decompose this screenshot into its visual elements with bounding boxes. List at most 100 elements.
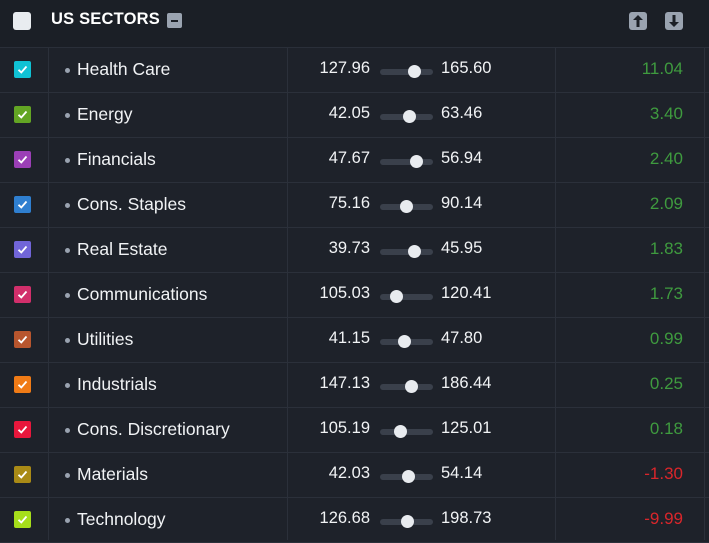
sector-row[interactable]: Cons. Staples 75.16 90.14 2.09 (0, 183, 709, 228)
range-knob (409, 155, 423, 168)
sector-name: Cons. Staples (77, 194, 186, 214)
sector-checkbox[interactable] (14, 466, 31, 483)
range-low: 39.73 (328, 239, 370, 257)
sector-checkbox[interactable] (14, 511, 31, 528)
check-icon (17, 380, 28, 389)
column-divider (287, 48, 288, 540)
sector-list: Health Care 127.96 165.60 11.04 Energy 4… (0, 48, 709, 543)
range-slider (380, 155, 433, 168)
range-low: 41.15 (328, 329, 370, 347)
sector-checkbox[interactable] (14, 286, 31, 303)
sector-name: Cons. Discretionary (77, 419, 230, 439)
sort-ascending-button[interactable] (629, 12, 647, 30)
arrow-down-icon (669, 15, 679, 27)
sector-checkbox[interactable] (14, 61, 31, 78)
bullet-icon (65, 113, 70, 118)
bullet-icon (65, 203, 70, 208)
sector-name: Health Care (77, 59, 171, 79)
sector-row[interactable]: Materials 42.03 54.14 -1.30 (0, 453, 709, 498)
change-value: 2.09 (649, 194, 683, 213)
sector-name: Industrials (77, 374, 157, 394)
check-icon (17, 515, 28, 524)
range-knob (404, 380, 418, 393)
change-value: 1.83 (649, 239, 683, 258)
check-icon (17, 110, 28, 119)
range-knob (401, 470, 415, 483)
sector-name: Financials (77, 149, 156, 169)
sector-row[interactable]: Energy 42.05 63.46 3.40 (0, 93, 709, 138)
sector-row[interactable]: Real Estate 39.73 45.95 1.83 (0, 228, 709, 273)
sector-name: Technology (77, 509, 166, 529)
column-divider (704, 48, 705, 540)
sector-checkbox[interactable] (14, 196, 31, 213)
change-value: 0.25 (649, 374, 683, 393)
range-high: 90.14 (441, 194, 483, 212)
check-icon (17, 335, 28, 344)
bullet-icon (65, 293, 70, 298)
sector-row[interactable]: Technology 126.68 198.73 -9.99 (0, 498, 709, 543)
check-icon (17, 470, 28, 479)
check-icon (17, 425, 28, 434)
bullet-icon (65, 518, 70, 523)
change-value: 1.73 (649, 284, 683, 303)
range-high: 186.44 (441, 374, 492, 392)
sector-row[interactable]: Financials 47.67 56.94 2.40 (0, 138, 709, 183)
sector-checkbox[interactable] (14, 151, 31, 168)
sector-checkbox[interactable] (14, 421, 31, 438)
sector-row[interactable]: Communications 105.03 120.41 1.73 (0, 273, 709, 318)
range-low: 105.19 (319, 419, 370, 437)
sector-row[interactable]: Industrials 147.13 186.44 0.25 (0, 363, 709, 408)
column-divider (48, 48, 49, 540)
range-low: 105.03 (319, 284, 370, 302)
range-knob (394, 425, 408, 438)
sector-checkbox[interactable] (14, 241, 31, 258)
sort-descending-button[interactable] (665, 12, 683, 30)
bullet-icon (65, 248, 70, 253)
panel-header: US SECTORS (0, 0, 709, 48)
sector-checkbox[interactable] (14, 331, 31, 348)
arrow-up-icon (633, 15, 643, 27)
range-knob (402, 110, 416, 123)
bullet-icon (65, 338, 70, 343)
range-slider (380, 110, 433, 123)
range-low: 47.67 (328, 149, 370, 167)
range-low: 127.96 (319, 59, 370, 77)
range-high: 47.80 (441, 329, 483, 347)
range-high: 56.94 (441, 149, 483, 167)
range-low: 75.16 (328, 194, 370, 212)
sector-checkbox[interactable] (14, 376, 31, 393)
range-knob (408, 245, 422, 258)
column-divider (555, 48, 556, 540)
sector-row[interactable]: Cons. Discretionary 105.19 125.01 0.18 (0, 408, 709, 453)
range-slider (380, 200, 433, 213)
range-slider (380, 470, 433, 483)
bullet-icon (65, 158, 70, 163)
range-slider (380, 245, 433, 258)
change-value: 11.04 (641, 59, 683, 78)
range-slider (380, 515, 433, 528)
bullet-icon (65, 383, 70, 388)
sector-checkbox[interactable] (14, 106, 31, 123)
sector-row[interactable]: Utilities 41.15 47.80 0.99 (0, 318, 709, 363)
change-value: 0.99 (649, 329, 683, 348)
range-knob (407, 65, 421, 78)
check-icon (17, 245, 28, 254)
range-high: 198.73 (441, 509, 492, 527)
select-all-checkbox[interactable] (13, 12, 31, 30)
change-value: -9.99 (644, 509, 683, 528)
change-value: 2.40 (649, 149, 683, 168)
sector-name: Materials (77, 464, 148, 484)
range-low: 126.68 (319, 509, 370, 527)
sector-row[interactable]: Health Care 127.96 165.60 11.04 (0, 48, 709, 93)
range-high: 165.60 (441, 59, 492, 77)
range-slider (380, 425, 433, 438)
range-slider (380, 290, 433, 303)
check-icon (17, 290, 28, 299)
collapse-button[interactable] (167, 13, 182, 28)
range-high: 54.14 (441, 464, 483, 482)
sector-name: Utilities (77, 329, 134, 349)
change-value: 3.40 (649, 104, 683, 123)
range-knob (390, 290, 404, 303)
range-knob (400, 515, 414, 528)
